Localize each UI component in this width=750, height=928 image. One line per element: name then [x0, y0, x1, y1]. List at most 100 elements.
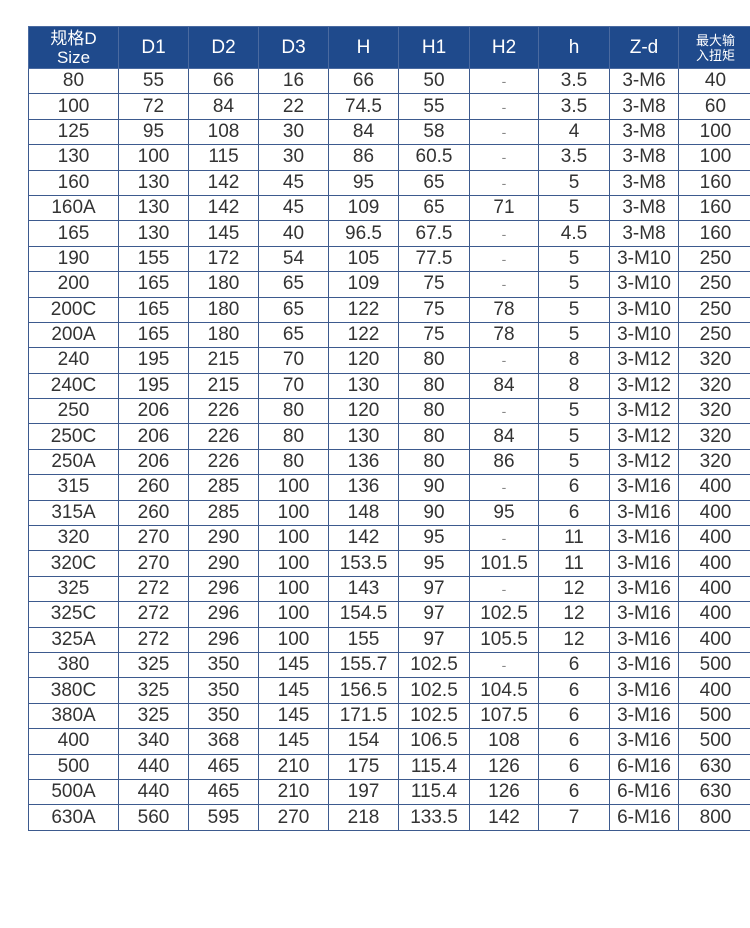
table-cell: 250 [678, 271, 750, 298]
table-row: 80 55 66 16 66 50-3.5 3-M6 40 [28, 67, 750, 95]
table-cell: 143 [328, 575, 399, 603]
table-cell: 108 [469, 728, 539, 755]
table-cell: 95 [398, 525, 470, 552]
table-cell: 80 [398, 398, 470, 425]
table-cell: 130 [328, 423, 399, 450]
table-cell: 30 [258, 118, 329, 146]
table-cell: 206 [118, 423, 189, 450]
table-cell: 400 [678, 525, 750, 552]
table-cell: 3-M8 [609, 194, 679, 222]
table-cell: 80 [28, 67, 119, 95]
table-cell: 160 [678, 220, 750, 247]
table-cell: 142 [328, 525, 399, 552]
spec-table: 规格D Size D1 D2 D3 H H1 H2 h Z-d 最大输 入扭矩 80… [28, 26, 750, 831]
table-cell: 100 [258, 575, 329, 603]
header-d3: D3 [258, 26, 329, 69]
table-cell: 54 [258, 245, 329, 273]
table-row: 160 130 142 45 95 65-5 3-M8 160 [28, 169, 750, 196]
table-cell: 320 [678, 347, 750, 374]
table-cell: 154.5 [328, 601, 399, 628]
table-cell: 400 [28, 728, 119, 755]
table-cell: 102.5 [398, 651, 470, 679]
table-cell: 320 [678, 423, 750, 450]
table-cell: 97 [398, 575, 470, 603]
table-cell: 5 [538, 296, 610, 323]
table-cell: 105.5 [469, 626, 539, 653]
table-row: 315A 260 285 100 148 90 95 6 3-M16 400 [28, 499, 750, 527]
table-cell: 4.5 [538, 220, 610, 247]
table-cell: - [469, 525, 539, 552]
table-cell: 95 [328, 169, 399, 196]
table-row: 500 440 465 210 175 115.4 126 6 6-M16 630 [28, 753, 750, 780]
table-cell: - [469, 474, 539, 501]
table-cell: 320 [678, 398, 750, 425]
table-cell: 95 [398, 550, 470, 577]
table-cell: 155.7 [328, 651, 399, 679]
table-cell: 133.5 [398, 804, 470, 831]
table-cell: 105 [328, 245, 399, 273]
table-cell: 500 [678, 702, 750, 730]
table-cell: 400 [678, 626, 750, 653]
table-cell: 80 [398, 423, 470, 450]
table-cell: 102.5 [469, 601, 539, 628]
table-cell: 6-M16 [609, 778, 679, 806]
table-cell: 250 [678, 296, 750, 323]
header-size: 规格D Size [28, 26, 119, 69]
table-cell: 97 [398, 626, 470, 653]
table-cell: 65 [258, 271, 329, 298]
table-cell: 136 [328, 448, 399, 476]
table-cell: 465 [188, 753, 259, 780]
table-cell: 500A [28, 778, 119, 806]
table-cell: - [469, 347, 539, 374]
table-cell: 285 [188, 474, 259, 501]
table-cell: 6 [538, 499, 610, 527]
table-cell: 3-M12 [609, 372, 679, 400]
table-cell: 3-M16 [609, 499, 679, 527]
table-cell: 145 [258, 651, 329, 679]
table-cell: 102.5 [398, 677, 470, 704]
table-cell: 97 [398, 601, 470, 628]
table-cell: 50 [398, 67, 470, 95]
table-cell: 84 [469, 423, 539, 450]
table-cell: 320 [678, 448, 750, 476]
table-cell: 70 [258, 372, 329, 400]
table-cell: 3-M10 [609, 245, 679, 273]
table-cell: 500 [678, 651, 750, 679]
header-h1: H1 [398, 26, 470, 69]
table-cell: 325C [28, 601, 119, 628]
table-row: 380 325 350 145 155.7 102.5-6 3-M16 500 [28, 651, 750, 679]
table-cell: 206 [118, 398, 189, 425]
table-cell: 368 [188, 728, 259, 755]
table-cell: 12 [538, 575, 610, 603]
table-cell: 8 [538, 347, 610, 374]
table-cell: 100 [28, 93, 119, 120]
table-cell: 55 [118, 67, 189, 95]
table-cell: 165 [118, 296, 189, 323]
table-cell: 195 [118, 372, 189, 400]
table-cell: 100 [258, 601, 329, 628]
table-row: 130 100 115 30 86 60.5-3.5 3-M8 100 [28, 144, 750, 171]
table-cell: 270 [258, 804, 329, 831]
table-cell: 800 [678, 804, 750, 831]
table-cell: 7 [538, 804, 610, 831]
table-cell: 290 [188, 550, 259, 577]
table-cell: 400 [678, 474, 750, 501]
table-cell: 100 [118, 144, 189, 171]
table-cell: 86 [328, 144, 399, 171]
table-cell: 3-M8 [609, 118, 679, 146]
table-cell: 6 [538, 677, 610, 704]
table-cell: 3-M16 [609, 575, 679, 603]
table-cell: 630 [678, 753, 750, 780]
table-cell: 130 [28, 144, 119, 171]
table-cell: 145 [188, 220, 259, 247]
table-cell: 350 [188, 702, 259, 730]
table-cell: 210 [258, 778, 329, 806]
table-cell: 325 [118, 702, 189, 730]
table-cell: 3-M12 [609, 398, 679, 425]
header-h2: H2 [469, 26, 539, 69]
table-cell: 250 [678, 321, 750, 349]
table-cell: 226 [188, 423, 259, 450]
table-cell: 3-M12 [609, 347, 679, 374]
table-cell: 16 [258, 67, 329, 95]
table-row: 165 130 145 40 96.5 67.5-4.5 3-M8 160 [28, 220, 750, 247]
